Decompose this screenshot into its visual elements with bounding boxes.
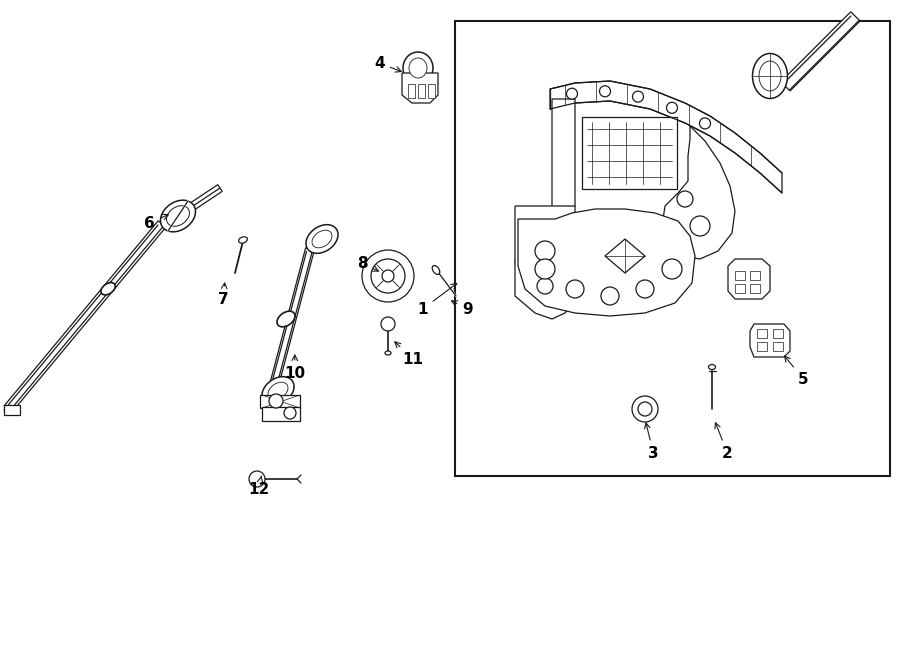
Polygon shape [728,259,770,299]
Polygon shape [515,206,575,319]
Polygon shape [662,126,735,259]
Ellipse shape [312,230,332,248]
Ellipse shape [708,364,716,369]
Circle shape [535,259,555,279]
Bar [735,271,745,280]
Ellipse shape [160,200,195,232]
Text: 4: 4 [374,56,401,72]
Circle shape [690,216,710,236]
Ellipse shape [268,382,288,400]
Circle shape [566,280,584,298]
Ellipse shape [306,225,338,253]
Ellipse shape [277,311,295,327]
Polygon shape [750,324,790,357]
Bar [408,84,415,98]
Bar [582,117,677,189]
Text: 3: 3 [644,423,659,461]
Circle shape [382,270,394,282]
Circle shape [249,471,265,487]
Circle shape [632,396,658,422]
Polygon shape [515,99,578,296]
Ellipse shape [166,206,190,226]
Bar [735,284,745,293]
Text: 5: 5 [785,356,808,387]
Polygon shape [781,12,860,91]
Text: 6: 6 [144,214,168,231]
Polygon shape [191,184,222,210]
Ellipse shape [409,58,427,78]
Text: 10: 10 [284,355,305,381]
Circle shape [362,250,414,302]
Polygon shape [267,248,314,394]
Bar [750,284,760,293]
Bar [428,84,435,98]
Polygon shape [550,81,782,193]
Ellipse shape [752,54,788,98]
Circle shape [269,394,283,408]
Bar [773,329,783,338]
Circle shape [667,102,678,113]
Circle shape [699,118,710,129]
Bar [757,342,767,351]
Circle shape [537,278,553,294]
Text: 11: 11 [395,342,423,366]
Ellipse shape [759,61,781,91]
Circle shape [371,259,405,293]
Circle shape [599,86,610,97]
Text: 8: 8 [357,256,378,271]
Text: 2: 2 [715,423,733,461]
Text: 1: 1 [418,284,457,317]
Polygon shape [402,73,438,103]
Ellipse shape [432,266,440,274]
Polygon shape [4,405,20,415]
Circle shape [284,407,296,419]
Bar [757,329,767,338]
Bar [262,407,300,421]
Circle shape [381,317,395,331]
Circle shape [636,280,654,298]
Circle shape [566,88,578,99]
Circle shape [662,259,682,279]
Polygon shape [4,221,166,412]
Text: 9: 9 [452,301,472,317]
Ellipse shape [101,283,115,295]
Circle shape [601,287,619,305]
Bar [418,84,425,98]
Circle shape [633,91,643,102]
Bar [750,271,760,280]
Text: 7: 7 [218,283,229,307]
Text: 12: 12 [248,476,269,496]
Ellipse shape [385,351,391,355]
Circle shape [638,402,652,416]
Circle shape [535,241,555,261]
Polygon shape [518,209,695,316]
Ellipse shape [262,377,294,405]
Polygon shape [260,395,300,408]
Bar [455,21,890,476]
Ellipse shape [238,237,248,243]
Bar [773,342,783,351]
Ellipse shape [403,52,433,84]
Polygon shape [605,239,645,273]
Circle shape [677,191,693,207]
